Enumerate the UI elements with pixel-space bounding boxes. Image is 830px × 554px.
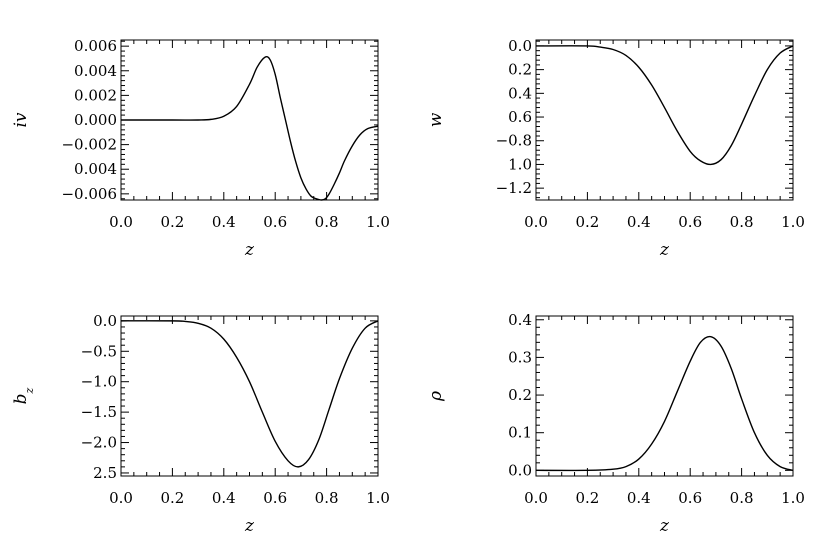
y-tick-label: 0.0 xyxy=(508,37,532,55)
x-tick-label: 0.2 xyxy=(575,489,599,507)
y-tick-label: −1.0 xyxy=(81,373,117,391)
y-axis-label: iv xyxy=(11,112,31,127)
y-tick-label: 2.5 xyxy=(93,464,117,482)
x-tick-label: 1.0 xyxy=(366,489,390,507)
x-tick-label: 0.2 xyxy=(160,489,184,507)
y-tick-label: 0.4 xyxy=(508,311,532,329)
y-tick-label: −0.5 xyxy=(81,342,117,360)
x-tick-label: 0.6 xyxy=(263,213,287,231)
x-tick-label: 0.8 xyxy=(315,213,339,231)
x-tick-label: 0.8 xyxy=(730,489,754,507)
x-tick-label: 0.0 xyxy=(524,213,548,231)
series-line-rho xyxy=(535,335,794,472)
y-axis-label: ρ xyxy=(426,391,446,402)
plot-frame xyxy=(120,315,379,477)
y-axis-label: w xyxy=(426,112,446,127)
x-tick-label: 0.4 xyxy=(627,489,651,507)
panel-rho: 0.0 0.2 0.4 0.6 0.8 1.0 0.0 0.1 0.2 0.3 0.4 z ρ xyxy=(426,311,805,536)
x-tick-label: 0.6 xyxy=(263,489,287,507)
panel-iv: 0.0 0.2 0.4 0.6 0.8 1.0 0.006 0.004 0.002 0.000 −0… xyxy=(11,37,390,260)
y-tick-label: 0.0 xyxy=(508,461,532,479)
x-tick-label: 0.6 xyxy=(678,213,702,231)
x-axis-label: z xyxy=(244,516,255,536)
y-tick-label: −1.5 xyxy=(81,403,117,421)
y-tick-label: 1.0 xyxy=(508,155,532,173)
y-tick-label: 0.004 xyxy=(74,160,117,178)
x-axis-label: z xyxy=(244,240,255,260)
x-tick-label: 0.4 xyxy=(627,213,651,231)
x-tick-label: 1.0 xyxy=(781,213,805,231)
x-tick-label: 0.4 xyxy=(212,489,236,507)
plot-frame xyxy=(535,39,794,201)
y-tick-label: −0.006 xyxy=(61,185,117,203)
y-tick-label: −1.2 xyxy=(496,179,532,197)
y-tick-label: 0.004 xyxy=(74,62,117,80)
y-tick-label: 0.2 xyxy=(508,386,532,404)
x-tick-label: 0.0 xyxy=(109,213,133,231)
y-axis-label: bz xyxy=(11,387,36,404)
series-line-w xyxy=(535,45,794,166)
x-tick-label: 1.0 xyxy=(781,489,805,507)
series-line-iv xyxy=(121,55,379,201)
y-tick-label: 0.6 xyxy=(508,108,532,126)
y-tick-label: 0.3 xyxy=(508,348,532,366)
y-tick-label: 0.000 xyxy=(74,111,117,129)
x-tick-label: 0.8 xyxy=(315,489,339,507)
plot-frame xyxy=(535,315,794,477)
panel-w: 0.0 0.2 0.4 0.6 0.8 1.0 0.0 0.2 0.4 0.6 −0.8 1.0 −1.… xyxy=(426,37,805,260)
x-axis-label: z xyxy=(659,516,670,536)
x-tick-label: 0.4 xyxy=(212,213,236,231)
panel-bz: 0.0 0.2 0.4 0.6 0.8 1.0 0.0 −0.5 −1.0 −1.5 −2.0 2.5… xyxy=(11,312,390,536)
x-tick-label: 0.0 xyxy=(109,489,133,507)
x-tick-label: 0.8 xyxy=(730,213,754,231)
y-tick-label: −2.0 xyxy=(81,434,117,452)
y-tick-label: 0.1 xyxy=(508,424,532,442)
series-line-bz xyxy=(120,320,379,468)
y-tick-label: 0.0 xyxy=(93,312,117,330)
y-tick-label: 0.4 xyxy=(508,84,532,102)
x-tick-label: 0.2 xyxy=(160,213,184,231)
y-tick-label: 0.006 xyxy=(74,37,117,55)
y-tick-label: 0.002 xyxy=(74,86,117,104)
x-tick-label: 0.2 xyxy=(575,213,599,231)
y-tick-label: −0.8 xyxy=(496,132,532,150)
x-tick-label: 1.0 xyxy=(366,213,390,231)
y-tick-label: −0.002 xyxy=(61,136,117,154)
x-axis-label: z xyxy=(659,240,670,260)
x-tick-label: 0.0 xyxy=(524,489,548,507)
x-tick-label: 0.6 xyxy=(678,489,702,507)
y-tick-label: 0.2 xyxy=(508,61,532,79)
